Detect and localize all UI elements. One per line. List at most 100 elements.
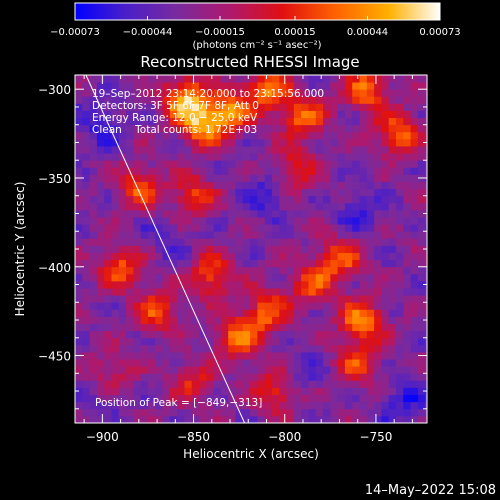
heatmap-cell — [89, 351, 98, 360]
heatmap-cell — [344, 394, 353, 403]
heatmap-cell — [352, 288, 360, 296]
heatmap-cell — [330, 146, 339, 154]
heatmap-cell — [220, 231, 229, 239]
x-tick-label: −750 — [359, 430, 392, 444]
heatmap-cell — [271, 131, 280, 140]
heatmap-cell — [323, 245, 331, 253]
heatmap-cell — [308, 167, 317, 175]
heatmap-cell — [301, 188, 309, 197]
heatmap-cell — [330, 160, 339, 168]
heatmap-cell — [169, 167, 178, 175]
heatmap-cell — [264, 259, 273, 268]
heatmap-cell — [330, 408, 339, 417]
heatmap-cell — [250, 302, 258, 310]
heatmap-cell — [162, 316, 171, 324]
heatmap-cell — [242, 366, 251, 374]
heatmap-cell — [417, 330, 426, 339]
heatmap-cell — [206, 153, 215, 161]
heatmap-cell — [352, 217, 360, 225]
heatmap-cell — [271, 89, 280, 97]
heatmap-cell — [213, 330, 222, 339]
heatmap-cell — [315, 259, 324, 268]
heatmap-cell — [257, 302, 266, 310]
heatmap-cell — [147, 238, 156, 246]
heatmap-cell — [279, 188, 287, 197]
heatmap-cell — [155, 351, 163, 360]
heatmap-cell — [271, 259, 280, 268]
heatmap-cell — [330, 195, 339, 204]
footer-date: 14–May–2022 15:08 — [364, 483, 496, 498]
heatmap-cell — [359, 288, 368, 296]
heatmap-cell — [199, 146, 207, 154]
heatmap-cell — [417, 231, 426, 239]
y-axis-label: Heliocentric Y (arcsec) — [13, 182, 27, 317]
heatmap-cell — [96, 195, 105, 204]
heatmap-cell — [337, 316, 346, 324]
heatmap-cell — [147, 316, 156, 324]
heatmap-cell — [286, 167, 295, 175]
heatmap-cell — [264, 408, 273, 417]
heatmap-cell — [75, 238, 83, 246]
heatmap-cell — [133, 174, 142, 182]
heatmap-cell — [388, 202, 397, 211]
heatmap-cell — [417, 337, 426, 346]
heatmap-cell — [250, 337, 258, 346]
heatmap-cell — [425, 266, 427, 275]
heatmap-cell — [75, 75, 83, 83]
heatmap-cell — [403, 209, 411, 218]
heatmap-cell — [206, 359, 215, 367]
heatmap-cell — [111, 153, 120, 161]
heatmap-cell — [381, 174, 390, 182]
heatmap-cell — [89, 195, 98, 204]
heatmap-cell — [374, 89, 382, 97]
heatmap-cell — [352, 231, 360, 239]
heatmap-cell — [308, 231, 317, 239]
heatmap-cell — [89, 309, 98, 317]
heatmap-cell — [82, 138, 90, 147]
heatmap-cell — [184, 217, 193, 225]
heatmap-cell — [96, 110, 105, 119]
heatmap-cell — [352, 238, 360, 246]
heatmap-cell — [126, 273, 134, 282]
heatmap-cell — [104, 309, 112, 317]
heatmap-cell — [366, 252, 375, 261]
heatmap-cell — [133, 387, 142, 395]
heatmap-cell — [235, 238, 244, 246]
heatmap-cell — [228, 167, 236, 175]
heatmap-cell — [330, 280, 339, 289]
heatmap-cell — [308, 273, 317, 282]
heatmap-cell — [191, 344, 200, 353]
heatmap-cell — [271, 387, 280, 395]
heatmap-cell — [352, 245, 360, 253]
heatmap-cell — [111, 266, 120, 275]
heatmap-cell — [162, 89, 171, 97]
heatmap-cell — [206, 110, 215, 119]
heatmap-cell — [140, 280, 149, 289]
heatmap-cell — [337, 96, 346, 104]
heatmap-cell — [403, 309, 411, 317]
heatmap-cell — [264, 224, 273, 232]
heatmap-cell — [82, 117, 90, 126]
heatmap-cell — [140, 316, 149, 324]
heatmap-cell — [315, 82, 324, 90]
heatmap-cell — [388, 238, 397, 246]
heatmap-cell — [242, 387, 251, 395]
heatmap-cell — [199, 394, 207, 403]
heatmap-cell — [104, 224, 112, 232]
heatmap-cell — [286, 138, 295, 147]
heatmap-cell — [293, 138, 302, 147]
heatmap-cell — [388, 280, 397, 289]
heatmap-cell — [352, 89, 360, 97]
heatmap-cell — [271, 160, 280, 168]
heatmap-cell — [388, 245, 397, 253]
heatmap-cell — [147, 415, 156, 423]
heatmap-cell — [126, 75, 134, 83]
heatmap-cell — [271, 252, 280, 261]
heatmap-cell — [315, 337, 324, 346]
heatmap-cell — [410, 394, 419, 403]
heatmap-cell — [96, 344, 105, 353]
heatmap-cell — [359, 323, 368, 332]
heatmap-cell — [359, 238, 368, 246]
heatmap-cell — [257, 209, 266, 218]
heatmap-cell — [381, 380, 390, 388]
